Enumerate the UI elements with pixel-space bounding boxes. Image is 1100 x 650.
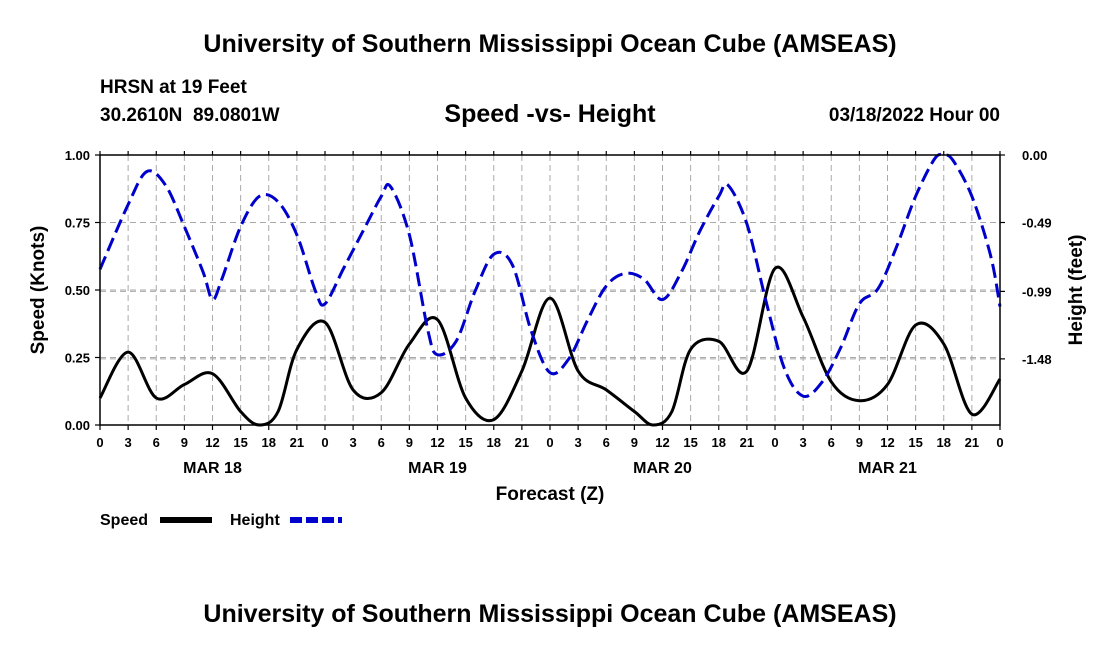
- x-tick-label: 6: [828, 435, 835, 450]
- x-tick-label: 12: [655, 435, 669, 450]
- x-tick-label: 18: [487, 435, 501, 450]
- x-tick-label: 18: [937, 435, 951, 450]
- height-series-line: [98, 152, 1002, 398]
- x-tick-label: 21: [740, 435, 754, 450]
- y2-axis-label: Height (feet): [1066, 235, 1087, 346]
- x-day-label: MAR 21: [858, 460, 917, 477]
- x-tick-label: 3: [800, 435, 807, 450]
- x-tick-label: 3: [575, 435, 582, 450]
- x-tick-label: 12: [430, 435, 444, 450]
- x-day-label: MAR 18: [183, 460, 242, 477]
- x-tick-label: 3: [125, 435, 132, 450]
- x-tick-label: 3: [350, 435, 357, 450]
- y2-tick-label: 0.00: [1022, 148, 1047, 163]
- x-tick-label: 21: [515, 435, 529, 450]
- x-day-label: MAR 20: [633, 460, 692, 477]
- x-tick-label: 18: [712, 435, 726, 450]
- axis-layer: 0 3 6 9 12 15 18 21 0 3 6 9 12 15 18 21 0 3 6 9 12 15 18 21 0 3 6 9…: [65, 148, 1052, 477]
- x-tick-label: 15: [908, 435, 922, 450]
- y-tick-label: 0.00: [65, 418, 90, 433]
- forecast-datetime: 03/18/2022 Hour 00: [828, 105, 1000, 126]
- x-tick-label: 9: [406, 435, 413, 450]
- x-tick-label: 15: [458, 435, 472, 450]
- chart-title: Speed -vs- Height: [444, 100, 656, 128]
- x-axis-label: Forecast (Z): [496, 484, 605, 505]
- y2-tick-label: -0.49: [1022, 216, 1052, 231]
- grid-lines: [100, 154, 1000, 425]
- x-tick-label: 0: [96, 435, 103, 450]
- x-tick-label: 21: [290, 435, 304, 450]
- x-tick-label: 12: [880, 435, 894, 450]
- station-name: HRSN at 19 Feet: [100, 77, 247, 98]
- legend-speed-label: Speed: [100, 512, 148, 529]
- x-tick-label: 6: [153, 435, 160, 450]
- footer-title: University of Southern Mississippi Ocean…: [203, 600, 897, 628]
- y-tick-label: 1.00: [65, 148, 90, 163]
- x-tick-label: 6: [603, 435, 610, 450]
- x-day-label: MAR 19: [408, 460, 467, 477]
- x-tick-label: 6: [378, 435, 385, 450]
- y2-tick-label: -0.99: [1022, 284, 1052, 299]
- x-tick-label: 9: [856, 435, 863, 450]
- y2-tick-label: -1.48: [1022, 352, 1052, 367]
- x-tick-label: 0: [771, 435, 778, 450]
- x-tick-label: 9: [631, 435, 638, 450]
- x-tick-label: 21: [965, 435, 979, 450]
- legend: Speed Height: [100, 512, 342, 529]
- x-tick-label: 15: [233, 435, 247, 450]
- x-tick-label: 15: [683, 435, 697, 450]
- x-tick-label: 18: [262, 435, 276, 450]
- y-tick-label: 0.75: [65, 216, 90, 231]
- x-tick-label: 0: [321, 435, 328, 450]
- legend-height-label: Height: [230, 512, 280, 529]
- y-axis-label: Speed (Knots): [28, 226, 49, 355]
- x-tick-label: 12: [205, 435, 219, 450]
- x-tick-label: 0: [546, 435, 553, 450]
- page-title: University of Southern Mississippi Ocean…: [203, 30, 897, 58]
- x-tick-label: 9: [181, 435, 188, 450]
- y-tick-label: 0.50: [65, 283, 90, 298]
- y-tick-label: 0.25: [65, 351, 90, 366]
- station-coordinates: 30.2610N 89.0801W: [100, 105, 280, 126]
- x-tick-label: 0: [996, 435, 1003, 450]
